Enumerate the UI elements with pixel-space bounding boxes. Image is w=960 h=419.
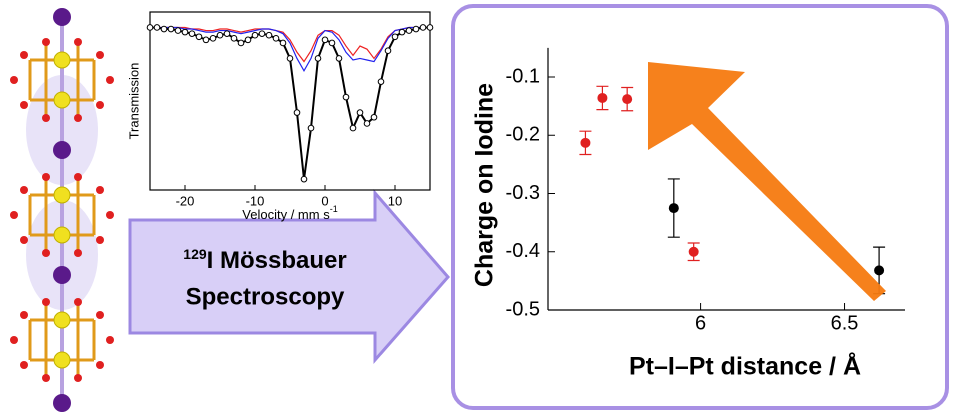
banner-line1: 129I Mössbauer [183, 246, 346, 275]
data-point [286, 55, 294, 62]
banner-line2: Spectroscopy [186, 283, 345, 310]
banner-superscript: 129 [183, 246, 207, 262]
data-point [272, 35, 280, 42]
y-tick-label: -0.4 [506, 240, 540, 262]
y-tick-label: -0.2 [506, 124, 540, 146]
y-tick-label: -0.1 [506, 65, 540, 87]
x-tick-label: 6 [695, 312, 706, 334]
data-point [258, 30, 266, 37]
data-point [419, 24, 427, 31]
data-point [391, 33, 399, 41]
data-point [335, 55, 343, 62]
data-point [146, 24, 154, 31]
data-point [153, 24, 161, 31]
data-point [405, 27, 413, 34]
data-point [174, 27, 182, 34]
x-axis-label: Pt–I–Pt distance / Å [629, 352, 861, 381]
data-point [314, 55, 322, 62]
data-point [188, 30, 196, 37]
banner-arrow [128, 188, 450, 364]
data-point [202, 36, 210, 44]
data-point [398, 28, 406, 36]
banner-text: I Mössbauer [207, 247, 347, 274]
data-point [251, 31, 259, 39]
x-tick-label: -20 [176, 193, 195, 208]
data-point [265, 31, 273, 39]
data-point [230, 35, 238, 42]
spectrum-line [150, 26, 430, 63]
y-tick-label: -0.3 [506, 182, 540, 204]
data-point [321, 36, 329, 44]
data-point [279, 39, 287, 47]
data-point [580, 137, 591, 148]
x-tick-label: -10 [246, 193, 265, 208]
data-point [167, 25, 175, 33]
frame [451, 4, 949, 410]
data-point [349, 124, 357, 132]
data-point [195, 33, 203, 41]
x-tick-label: 10 [388, 193, 402, 208]
x-tick-label: 6.5 [831, 312, 859, 334]
data-point [181, 28, 189, 36]
charts: -20 -10 0 10 Velocity / mm s-1 Transmission -0… [126, 11, 905, 381]
data-point [244, 36, 252, 44]
data-point [377, 78, 385, 85]
data-point [307, 124, 315, 132]
x-axis-label-text: Velocity / mm s [242, 207, 330, 222]
data-point [293, 109, 301, 116]
spectrum-line [150, 26, 430, 73]
y-axis-label: Transmission [126, 63, 141, 140]
x-axis-label: Velocity / mm s-1 [242, 204, 337, 222]
plot-frame [149, 11, 431, 191]
data-point [237, 39, 245, 47]
data-point [874, 265, 885, 276]
data-point [370, 113, 378, 121]
y-axis-label: Charge on Iodine [471, 83, 499, 287]
data-point [300, 175, 308, 183]
x-tick-label: 0 [321, 193, 328, 208]
data-point [160, 25, 168, 33]
data-point [209, 35, 217, 42]
trend-arrow [648, 62, 886, 301]
data-point [597, 92, 608, 103]
data-point [668, 203, 679, 214]
data-point [412, 25, 420, 33]
y-tick-label: -0.5 [506, 298, 540, 320]
data-point [356, 109, 364, 116]
data-point [223, 30, 231, 37]
data-point [363, 120, 371, 127]
data-point [342, 93, 350, 101]
data-point [426, 24, 434, 31]
data-point [216, 31, 224, 39]
data-point [688, 246, 699, 257]
data-point [328, 39, 336, 47]
x-axis-label-superscript: -1 [330, 204, 338, 214]
molecule [10, 8, 114, 412]
data-point [384, 47, 392, 54]
data-point [622, 94, 633, 105]
